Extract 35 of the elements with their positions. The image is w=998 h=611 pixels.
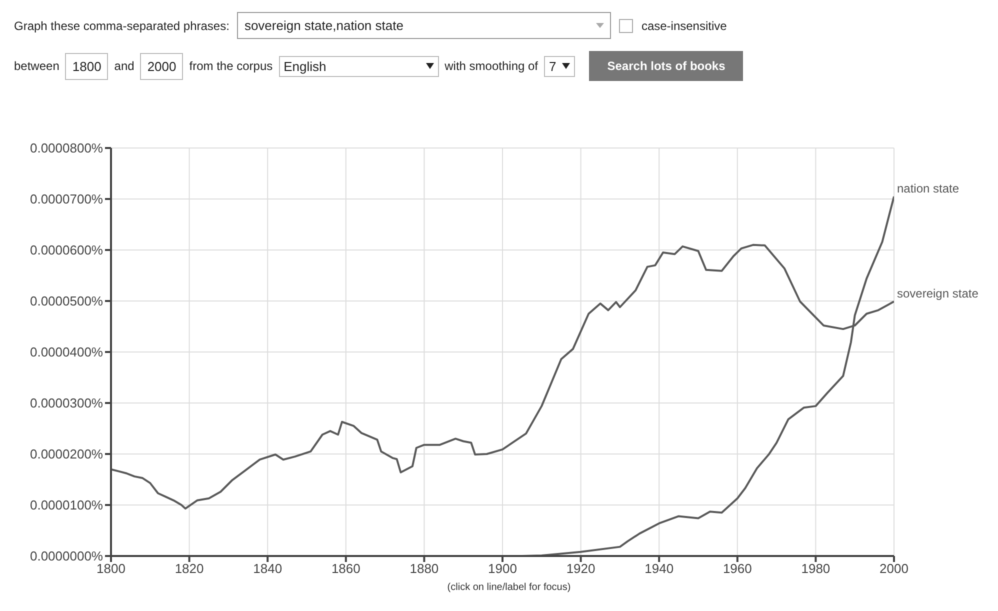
text: with smoothing of [444,59,538,73]
x-tick-label: 1980 [801,561,830,576]
text: and [114,59,134,73]
y-tick-label: 0.0000500% [30,294,104,309]
x-tick-label: 1840 [253,561,282,576]
y-tick-label: 0.0000100% [30,498,104,513]
y-tick-label: 0.0000300% [30,396,104,411]
text: between [14,59,60,73]
x-tick-label: 1900 [488,561,517,576]
text: Search lots of books [589,51,744,81]
x-tick-label: 1800 [96,561,126,576]
series-label: nation state [897,181,960,196]
text: (click on line/label for focus) [446,582,572,593]
y-tick-label: 0.0000700% [30,192,104,207]
x-tick-label: 1820 [174,561,204,576]
text: 1800 [65,52,108,80]
y-tick-label: 0.0000600% [30,242,104,258]
x-tick-label: 1960 [722,561,752,576]
text: case-insensitive [641,18,727,32]
text: 2000 [140,52,184,80]
x-tick-label: 1940 [644,561,674,576]
text: 7 [549,58,556,74]
x-tick-label: 1920 [566,561,596,576]
text: from the corpus [189,59,273,73]
x-tick-label: 1860 [331,561,360,576]
text: sovereign state,nation state [244,18,404,33]
y-tick-label: 0.0000800% [30,140,104,156]
x-tick-label: 1880 [410,561,439,576]
y-tick-label: 0.0000200% [30,446,104,462]
series-label: sovereign state [897,286,979,301]
y-tick-label: 0.0000400% [30,344,104,360]
y-tick-label: 0.0000000% [30,548,104,564]
text: English [284,58,326,74]
x-tick-label: 2000 [880,561,908,576]
text: Graph these comma-separated phrases: [14,18,230,32]
